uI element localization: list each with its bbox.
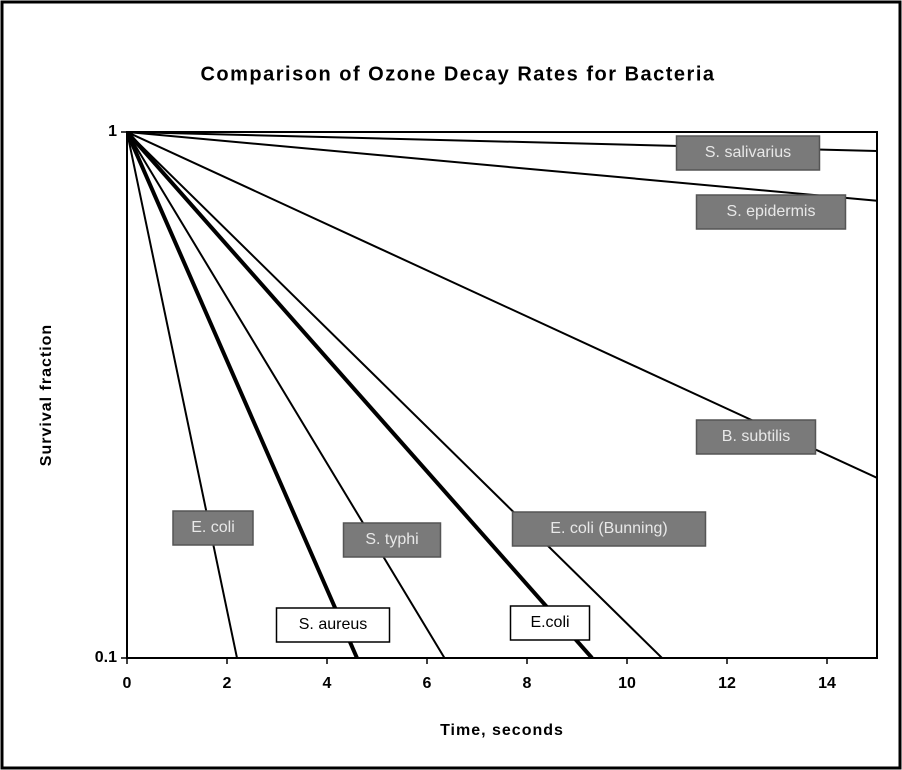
label-box <box>675 135 821 171</box>
label-box <box>275 607 391 643</box>
line <box>127 132 359 658</box>
plot-area <box>126 131 878 659</box>
x-tick-label: 10 <box>618 675 636 692</box>
x-tick-label: 12 <box>718 675 736 692</box>
label-box <box>509 605 591 641</box>
series-label: S. typhi <box>365 531 418 548</box>
x-axis-label: Time, seconds <box>440 722 564 739</box>
y-axis-label: Survival fraction <box>38 324 55 466</box>
x-tick-label: 6 <box>423 675 432 692</box>
series-label: E. coli <box>191 519 235 536</box>
line <box>127 132 663 658</box>
label-box <box>695 194 847 230</box>
series-label: E. coli (Bunning) <box>550 520 667 537</box>
label-box <box>172 510 254 546</box>
line <box>127 132 446 658</box>
series-label: E.coli <box>530 614 569 631</box>
line <box>127 132 238 658</box>
series-label: S. salivarius <box>705 144 791 161</box>
x-tick-label: 0 <box>123 675 132 692</box>
label-box <box>342 522 442 558</box>
line <box>127 132 594 658</box>
series-label: S. epidermis <box>727 203 816 220</box>
x-tick-label: 2 <box>223 675 232 692</box>
x-tick-label: 8 <box>523 675 532 692</box>
label-box <box>695 419 817 455</box>
series-label: B. subtilis <box>722 428 790 445</box>
y-tick-label: 1 <box>108 123 117 140</box>
y-tick-label: 0.1 <box>95 649 117 666</box>
line <box>127 132 877 202</box>
series-label: S. aureus <box>299 616 367 633</box>
x-tick-label: 14 <box>818 675 836 692</box>
chart-title: Comparison of Ozone Decay Rates for Bact… <box>200 63 715 85</box>
label-box <box>511 511 707 547</box>
x-tick-label: 4 <box>323 675 332 692</box>
